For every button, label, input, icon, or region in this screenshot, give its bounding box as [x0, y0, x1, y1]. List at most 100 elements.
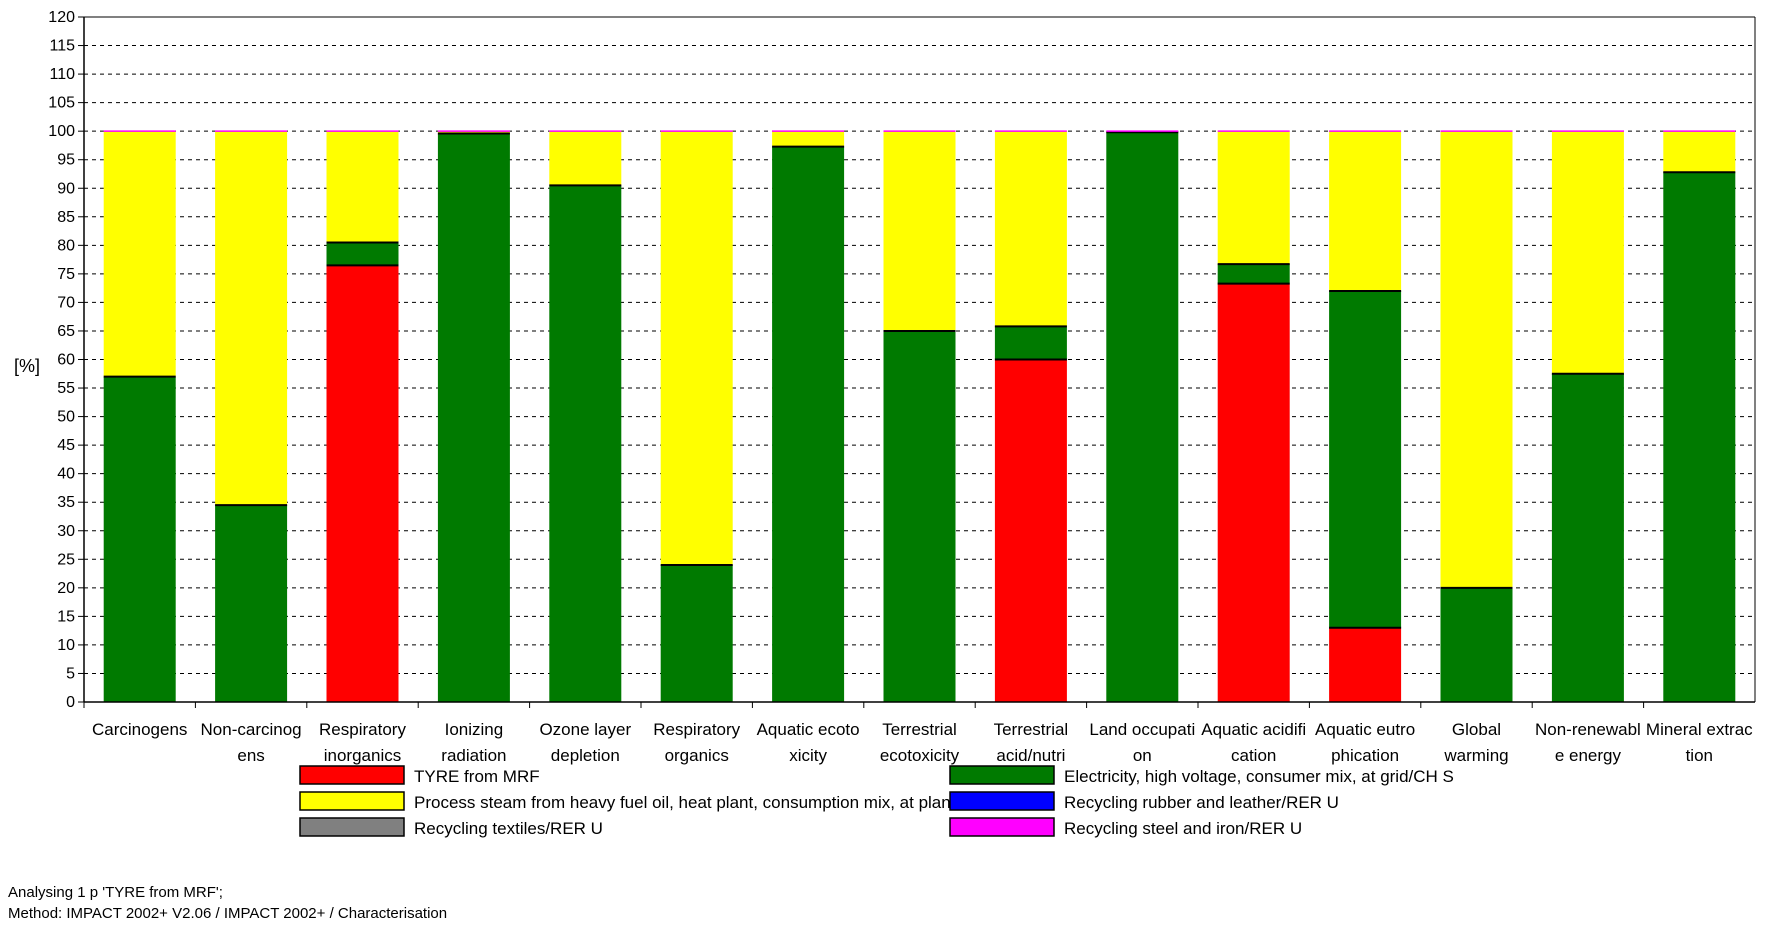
bars	[104, 131, 1736, 702]
y-tick-label: 115	[49, 38, 75, 55]
legend: TYRE from MRF Electricity, high voltage, …	[300, 766, 1454, 838]
y-tick-label: 65	[57, 323, 75, 340]
y-tick-label: 15	[57, 608, 75, 625]
category-label: Ionizing	[445, 720, 504, 739]
bar-segment	[549, 131, 621, 185]
bar-segment	[661, 131, 733, 565]
category-label: Terrestrial	[882, 720, 957, 739]
category-label: warming	[1443, 746, 1508, 765]
y-tick-label: 25	[57, 551, 75, 568]
category-label: Mineral extrac	[1646, 720, 1753, 739]
category-label: acid/nutri	[996, 746, 1065, 765]
category-label: xicity	[789, 746, 827, 765]
y-tick-label: 90	[57, 180, 75, 197]
category-label: cation	[1231, 746, 1276, 765]
category-label: Global	[1452, 720, 1501, 739]
y-tick-label: 30	[57, 523, 75, 540]
category-label: Aquatic eutro	[1315, 720, 1415, 739]
y-tick-label: 45	[57, 437, 75, 454]
method-info-line: Method: IMPACT 2002+ V2.06 / IMPACT 2002…	[8, 905, 447, 922]
legend-swatch	[300, 792, 404, 810]
bar-segment	[884, 131, 956, 331]
category-label: ecotoxicity	[880, 746, 960, 765]
category-label: Non-carcinog	[201, 720, 302, 739]
y-tick-label: 75	[57, 266, 75, 283]
legend-label: TYRE from MRF	[414, 767, 540, 786]
y-tick-label: 110	[49, 66, 75, 83]
legend-swatch	[300, 818, 404, 836]
y-tick-label: 35	[57, 494, 75, 511]
legend-label: Recycling rubber and leather/RER U	[1064, 793, 1339, 812]
legend-label: Electricity, high voltage, consumer mix,…	[1064, 767, 1454, 786]
category-label: phication	[1331, 746, 1399, 765]
y-axis-label: [%]	[14, 356, 40, 376]
legend-swatch	[950, 818, 1054, 836]
bar-segment	[1441, 131, 1513, 588]
bar-segment	[1663, 172, 1735, 702]
stacked-bar-chart: 0 5 10 15 20 25 30 35 40 45 50 55 60 65 70 75 80 85 90 95 10…	[0, 0, 1766, 930]
bar-segment	[1552, 374, 1624, 702]
bar-segment	[104, 377, 176, 702]
category-label: Land occupati	[1089, 720, 1195, 739]
legend-swatch	[950, 792, 1054, 810]
bar-segment	[1218, 264, 1290, 283]
category-label: Terrestrial	[994, 720, 1069, 739]
y-tick-label: 70	[57, 294, 75, 311]
y-tick-label: 10	[57, 637, 75, 654]
bar-segment	[995, 131, 1067, 326]
bar-segment	[1218, 284, 1290, 702]
analysis-info-line: Analysing 1 p 'TYRE from MRF';	[8, 884, 223, 901]
y-tick-label: 120	[48, 9, 75, 26]
y-tick-label: 80	[57, 237, 75, 254]
bar-segment	[1552, 131, 1624, 374]
bar-segment	[549, 185, 621, 702]
legend-swatch	[300, 766, 404, 784]
bar-segment	[1106, 132, 1178, 702]
y-tick-label: 95	[57, 152, 75, 169]
category-label: radiation	[441, 746, 506, 765]
category-label: depletion	[551, 746, 620, 765]
bar-segment	[215, 505, 287, 702]
legend-label: Recycling textiles/RER U	[414, 819, 603, 838]
bar-segment	[995, 360, 1067, 703]
category-label: Aquatic ecoto	[757, 720, 860, 739]
y-tick-labels: 0 5 10 15 20 25 30 35 40 45 50 55 60 65 70 75 80 85 90 95 10…	[48, 9, 75, 711]
legend-swatch	[950, 766, 1054, 784]
y-tick-label: 60	[57, 352, 75, 369]
y-tick-label: 0	[66, 694, 75, 711]
y-tick-label: 85	[57, 209, 75, 226]
bar-segment	[104, 131, 176, 376]
bar-segment	[327, 131, 399, 242]
bar-segment	[327, 242, 399, 265]
bar-segment	[1329, 628, 1401, 702]
bar-segment	[1218, 131, 1290, 264]
y-tick-label: 20	[57, 580, 75, 597]
category-label: organics	[665, 746, 729, 765]
y-tick-label: 5	[66, 665, 75, 682]
bar-segment	[438, 133, 510, 702]
bar-segment	[1441, 588, 1513, 702]
bar-segment	[661, 565, 733, 702]
legend-label: Process steam from heavy fuel oil, heat …	[414, 793, 1031, 812]
category-label: tion	[1686, 746, 1713, 765]
bar-segment	[1329, 131, 1401, 291]
y-tick-label: 50	[57, 409, 75, 426]
category-label: inorganics	[324, 746, 402, 765]
category-label: on	[1133, 746, 1152, 765]
category-label: e energy	[1555, 746, 1622, 765]
category-label: Aquatic acidifi	[1201, 720, 1306, 739]
category-label: Respiratory	[319, 720, 406, 739]
y-tick-label: 100	[48, 123, 75, 140]
bar-segment	[215, 131, 287, 505]
category-label: Respiratory	[653, 720, 740, 739]
bar-segment	[884, 331, 956, 702]
bar-segment	[995, 326, 1067, 359]
category-label: Non-renewabl	[1535, 720, 1641, 739]
bar-segment	[772, 147, 844, 702]
y-tick-label: 55	[57, 380, 75, 397]
y-tick-label: 40	[57, 466, 75, 483]
category-label: Carcinogens	[92, 720, 187, 739]
y-tick-label: 105	[48, 95, 75, 112]
legend-label: Recycling steel and iron/RER U	[1064, 819, 1302, 838]
bar-segment	[327, 265, 399, 702]
